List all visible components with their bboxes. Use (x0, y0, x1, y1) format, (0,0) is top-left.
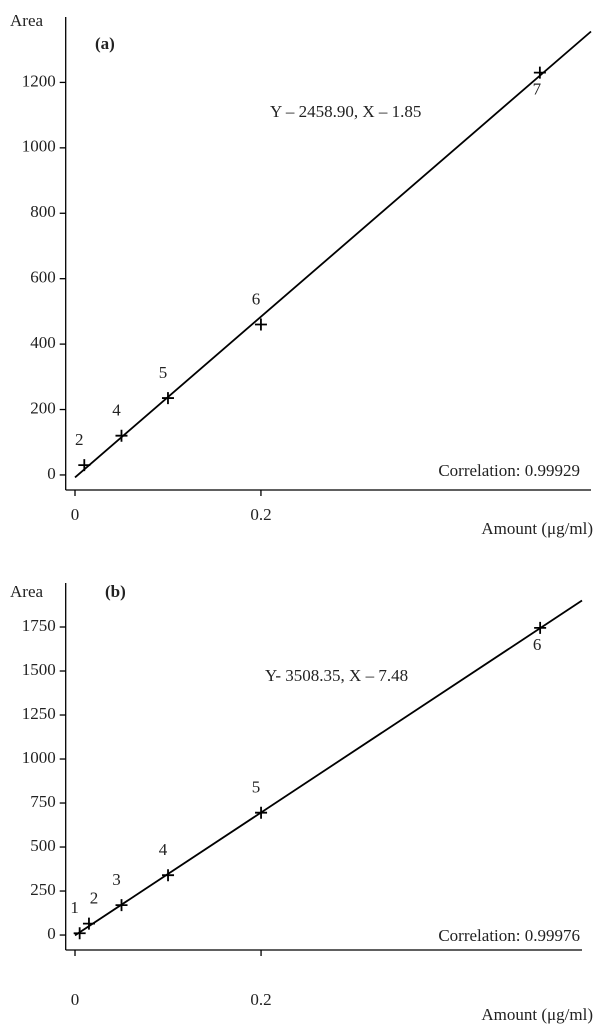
y-tick-label: 400 (30, 333, 56, 352)
point-label: 3 (112, 870, 121, 889)
y-axis-label: Area (10, 11, 43, 30)
y-tick-label: 0 (47, 924, 56, 943)
point-label: 6 (533, 635, 542, 654)
data-point (73, 927, 86, 940)
y-tick-label: 500 (30, 836, 56, 855)
fit-line (74, 599, 583, 937)
correlation: Correlation: 0.99929 (438, 461, 580, 480)
y-tick-label: 250 (30, 880, 56, 899)
chart-title: (a) (95, 34, 115, 53)
y-tick-label: 1500 (22, 660, 56, 679)
data-point (533, 66, 546, 79)
y-tick-label: 750 (30, 792, 56, 811)
x-tick-label: 0.2 (250, 505, 271, 524)
data-point (255, 806, 268, 819)
data-point (82, 917, 95, 930)
x-tick-label: 0 (71, 990, 80, 1009)
equation: Y – 2458.90, X – 1.85 (270, 102, 421, 121)
y-tick-label: 200 (30, 398, 56, 417)
data-point (254, 318, 267, 331)
point-label: 7 (533, 80, 542, 99)
x-axis-label: Amount (μg/ml) (481, 1005, 593, 1024)
y-tick-label: 800 (30, 202, 56, 221)
point-label: 5 (252, 778, 261, 797)
data-point (534, 621, 547, 634)
data-point (115, 899, 128, 912)
correlation: Correlation: 0.99976 (438, 926, 580, 945)
point-label: 4 (112, 401, 121, 420)
point-label: 1 (70, 898, 79, 917)
y-tick-label: 1000 (22, 748, 56, 767)
fit-line (74, 30, 592, 479)
point-label: 4 (159, 840, 168, 859)
data-point (115, 429, 128, 442)
data-point (162, 869, 175, 882)
y-tick-label: 1000 (22, 137, 56, 156)
x-axis-label: Amount (μg/ml) (481, 519, 593, 538)
y-tick-label: 1200 (22, 71, 56, 90)
point-label: 2 (75, 430, 84, 449)
y-tick-label: 0 (47, 464, 56, 483)
equation: Y- 3508.35, X – 7.48 (265, 666, 408, 685)
x-tick-label: 0.2 (250, 990, 271, 1009)
data-point (78, 459, 91, 472)
chart-title: (b) (105, 582, 126, 601)
data-point (161, 392, 174, 405)
x-tick-label: 0 (71, 505, 80, 524)
point-label: 5 (159, 363, 168, 382)
point-label: 2 (90, 889, 99, 908)
point-label: 6 (252, 289, 261, 308)
y-tick-label: 1750 (22, 616, 56, 635)
y-tick-label: 1250 (22, 704, 56, 723)
y-tick-label: 600 (30, 268, 56, 287)
y-axis-label: Area (10, 582, 43, 601)
